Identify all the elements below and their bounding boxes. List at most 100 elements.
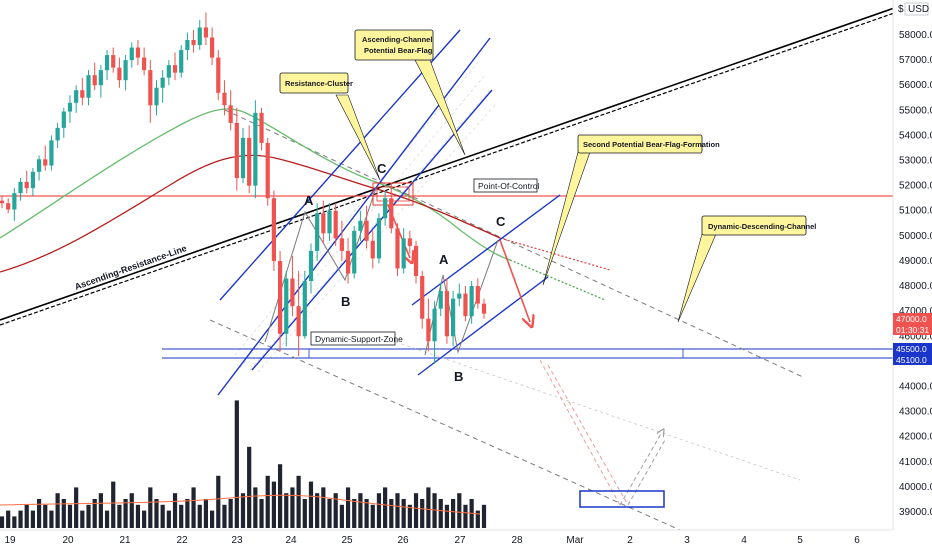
volume-bar: [18, 510, 23, 528]
volume-bar: [92, 499, 97, 528]
candle: [383, 190, 388, 226]
current-price-label: 47000.0: [896, 314, 927, 324]
callout-dynamic-descending[interactable]: Dynamic-Descending-Channel: [677, 215, 816, 323]
svg-text:Resistance-Cluster: Resistance-Cluster: [285, 79, 353, 88]
descending-channel-mid: [389, 339, 801, 481]
volume-bar: [370, 504, 375, 528]
callout-ascending-channel[interactable]: Ascending-Channel Potential Bear-Flag: [354, 29, 466, 156]
ascending-channel-2[interactable]: [411, 194, 561, 376]
candle: [420, 270, 425, 329]
candle: [191, 29, 196, 53]
candle: [327, 203, 332, 241]
volume-bar: [86, 504, 91, 528]
time-tick-label: 23: [231, 535, 243, 546]
descending-channel-upper[interactable]: [224, 109, 806, 379]
candle: [481, 298, 487, 319]
time-tick-label: 3: [684, 535, 690, 546]
point-of-control-label[interactable]: Point-Of-Control: [473, 178, 540, 193]
wave-label-b1: B: [341, 294, 350, 309]
volume-bar: [74, 487, 79, 528]
candle: [172, 52, 178, 81]
volume-bar: [444, 504, 450, 528]
descending-channel-lower[interactable]: [209, 319, 681, 530]
time-tick-label: Mar: [566, 535, 584, 546]
time-axis[interactable]: [0, 530, 893, 550]
candle: [185, 32, 190, 61]
candle: [222, 80, 227, 116]
price-tick-label: 50000.0: [899, 231, 932, 242]
ma-green-line: [0, 108, 511, 261]
volume-bar: [222, 504, 227, 528]
price-axis[interactable]: [893, 0, 932, 530]
currency-label[interactable]: USD: [908, 4, 929, 15]
candle: [426, 298, 431, 352]
time-tick-label: 24: [285, 535, 297, 546]
countdown-label: 01:30:31: [896, 325, 929, 335]
volume-bar: [389, 499, 394, 528]
volume-bar: [104, 510, 110, 528]
currency-glyph: $: [898, 4, 904, 15]
price-tick-label: 39000.0: [899, 507, 932, 518]
wave-label-a1: A: [304, 193, 314, 208]
candle: [413, 240, 419, 284]
volume-bar: [148, 487, 153, 528]
volume-bar: [179, 504, 184, 528]
volume-bar: [135, 504, 141, 528]
volume-bar: [284, 493, 289, 528]
time-tick-label: 27: [454, 535, 466, 546]
candle: [432, 301, 437, 364]
callout-second-flag[interactable]: Second Potential Bear-Flag-Formation: [542, 134, 720, 286]
volume-bar: [24, 504, 29, 528]
ascending-resistance-line[interactable]: [0, 6, 900, 321]
candle: [67, 95, 73, 123]
zone-tag-45500[interactable]: 45500.0: [893, 343, 932, 354]
svg-text:45500.0: 45500.0: [896, 344, 927, 354]
wave-label-c1: C: [377, 161, 387, 176]
volume-bar: [451, 499, 456, 528]
candle: [24, 170, 29, 194]
candle: [475, 278, 480, 309]
volume-bar: [401, 499, 406, 528]
candle: [271, 190, 276, 271]
callout-resistance-cluster[interactable]: Resistance-Cluster: [279, 72, 381, 181]
wave-label-b2: B: [454, 369, 463, 384]
price-tick-label: 54000.0: [899, 130, 932, 141]
price-tick-label: 51000.0: [899, 206, 932, 217]
ma-green-projection: [509, 259, 606, 301]
ma-red-projection: [499, 237, 611, 271]
volume-bar: [407, 504, 412, 528]
candle: [358, 210, 363, 241]
candle: [457, 283, 462, 307]
volume-bar: [383, 487, 388, 528]
projection-gray-arrow: [619, 432, 662, 506]
candle: [0, 195, 5, 209]
currency-label-box[interactable]: [904, 2, 929, 16]
price-tick-label: 42000.0: [899, 432, 932, 443]
candle: [253, 100, 258, 199]
ascending-channel-1[interactable]: [217, 29, 493, 396]
candle: [240, 127, 246, 184]
volume-bar: [321, 487, 326, 528]
candle: [61, 107, 66, 138]
volume-bar: [438, 499, 443, 528]
candle: [259, 107, 264, 151]
candle: [197, 19, 202, 51]
volume-bar: [228, 499, 233, 528]
volume-bar: [253, 487, 258, 528]
target-zone-box[interactable]: [579, 490, 665, 508]
volume-bar: [6, 510, 11, 528]
volume-bar: [123, 499, 128, 528]
projection-gray-arrow-2: [627, 439, 666, 506]
candle: [308, 243, 314, 294]
current-price-tag[interactable]: 47000.0 01:30:31: [893, 313, 932, 335]
volume-bar: [358, 493, 363, 528]
candle: [389, 183, 394, 234]
support-zone-label[interactable]: Dynamic-Support-Zone: [310, 331, 403, 346]
volume-bar: [308, 481, 314, 528]
zone-tag-45100[interactable]: 45100.0: [893, 354, 932, 365]
volume-bar: [463, 504, 468, 528]
candle: [451, 291, 456, 347]
volume-bar: [117, 504, 122, 528]
volume-bar: [12, 516, 17, 528]
